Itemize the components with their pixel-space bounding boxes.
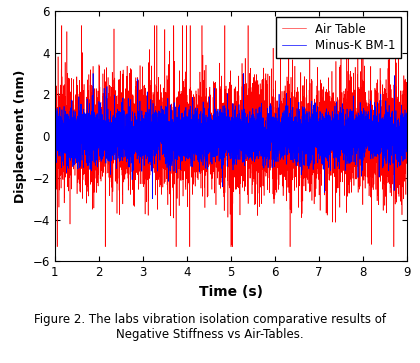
Y-axis label: Displacement (nm): Displacement (nm) (14, 69, 27, 203)
X-axis label: Time (s): Time (s) (199, 285, 263, 299)
Air Table (405, 166, 410, 170)
Line: Minus-K BM-1: Minus-K BM-1 (55, 73, 407, 199)
Legend: Air Table, Minus-K BM-1: Air Table, Minus-K BM-1 (276, 17, 402, 58)
Minus-K BM-1 (402, 132, 407, 137)
Air Table (134, 129, 139, 133)
Minus-K BM-1 (134, 122, 139, 127)
Air Table (52, 121, 57, 125)
Air Table (138, 99, 143, 103)
Air Table (55, 245, 60, 249)
Air Table (136, 164, 141, 168)
Air Table (210, 162, 215, 166)
Text: Figure 2. The labs vibration isolation comparative results of
Negative Stiffness: Figure 2. The labs vibration isolation c… (34, 313, 386, 341)
Minus-K BM-1 (405, 138, 410, 142)
Minus-K BM-1 (136, 131, 141, 135)
Line: Air Table: Air Table (55, 25, 407, 247)
Minus-K BM-1 (52, 125, 57, 129)
Minus-K BM-1 (210, 148, 215, 152)
Air Table (185, 163, 190, 167)
Air Table (402, 112, 407, 116)
Minus-K BM-1 (91, 71, 96, 76)
Minus-K BM-1 (150, 197, 155, 201)
Air Table (59, 23, 64, 28)
Minus-K BM-1 (185, 135, 190, 139)
Minus-K BM-1 (138, 129, 143, 133)
